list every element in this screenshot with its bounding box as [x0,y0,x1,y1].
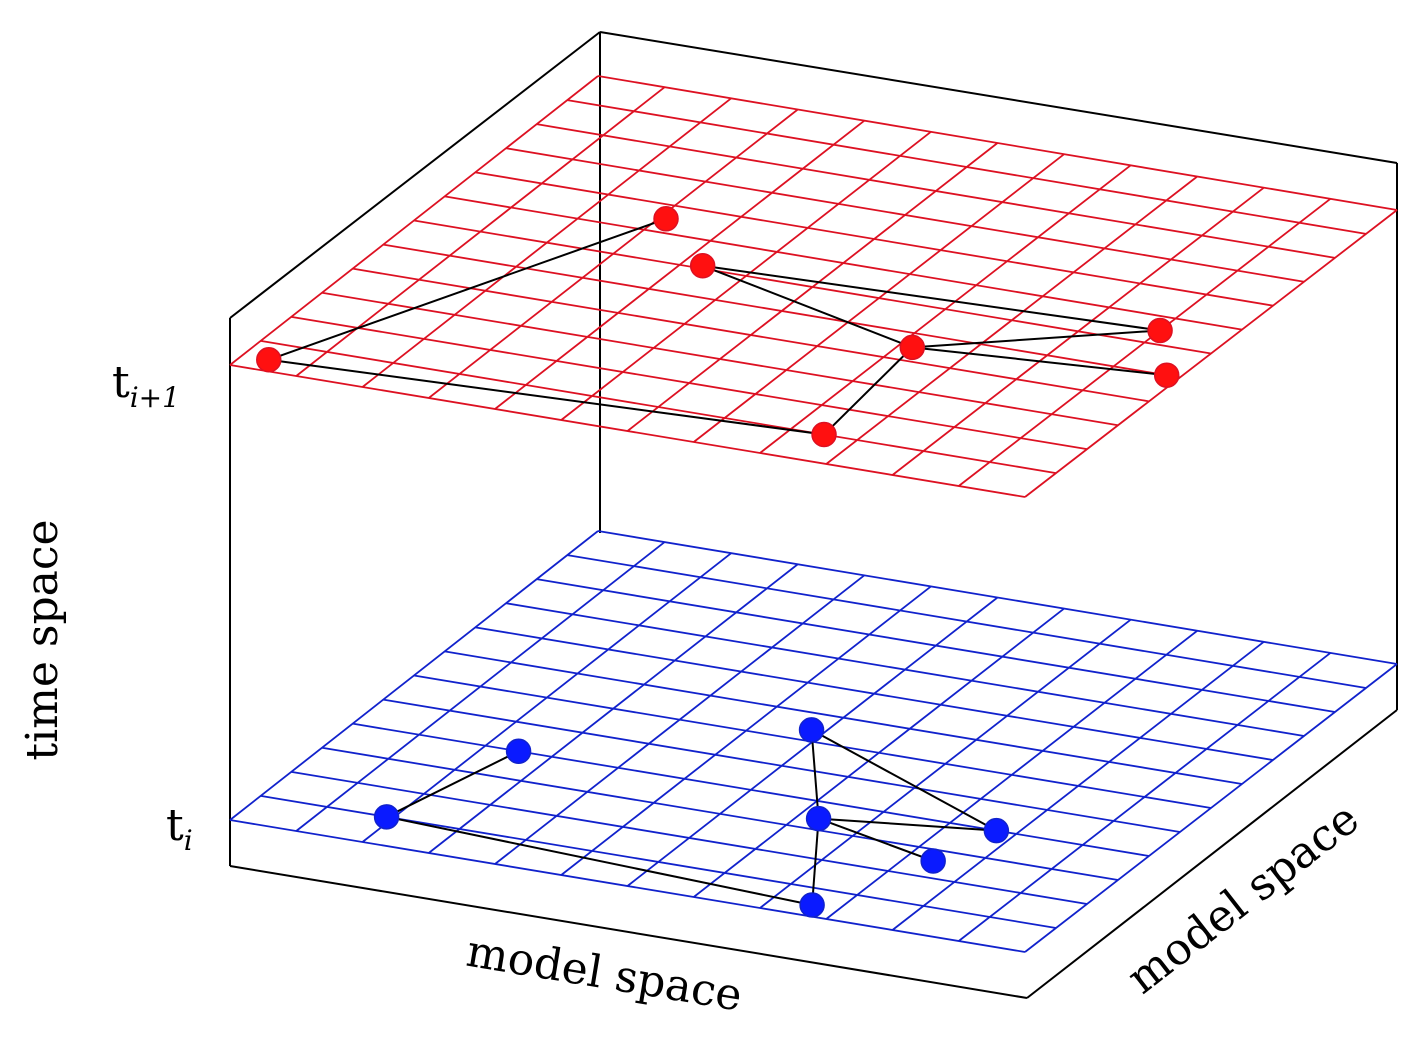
bottom-axis-label: model space [463,926,746,1022]
grid-line-u [693,607,1065,898]
upper-level-label-base: t [112,357,130,408]
node-point [899,334,926,361]
grid-line-u [1024,663,1398,953]
grid-line-v [567,554,1367,689]
node-point [1153,362,1180,388]
node-link [823,346,913,436]
vertical-axis-label: time space [17,519,68,760]
lower-level-label-sub: i [184,824,193,857]
grid-line-u [693,153,1065,443]
grid-line-u [891,186,1265,476]
layer-t-i-plus-1 [229,75,1398,498]
node-point [811,421,837,448]
grid-line-u [958,652,1331,942]
node-point [653,206,679,232]
grid-line-u [825,175,1198,465]
node-point [1147,317,1173,344]
node-link [912,346,1167,377]
grid-line-v [536,123,1336,259]
node-point [256,347,282,373]
grid-line-v [444,195,1243,331]
box-edge-bottom-front [229,865,1028,999]
node-link [811,818,820,906]
box-edge-top-back-left [229,31,601,319]
node-point [805,805,832,832]
grid-line-v [413,219,1212,355]
node-link [702,264,913,349]
node-point [798,717,825,743]
grid-line-v [475,171,1274,307]
node-link [912,329,1161,349]
lower-level-label-base: t [166,800,184,851]
box-edge-bottom-right [1026,709,1398,999]
node-link [702,264,1161,332]
grid-line-v [444,650,1243,785]
grid-line-v [597,530,1398,665]
bounding-box [229,31,1398,999]
box-edge-top-back-right [599,31,1398,164]
node-link [811,729,997,832]
grid-line-u [958,198,1331,487]
grid-line-v [475,626,1274,761]
node-point [983,817,1010,844]
node-link [268,217,667,361]
node-point [373,804,400,830]
upper-level-label-sub: i+1 [130,381,180,414]
node-point [799,892,825,918]
node-link [268,358,825,436]
node-link [386,750,520,818]
grid-line-v [597,75,1398,211]
node-point [505,738,532,764]
grid-line-v [505,147,1305,283]
grid-line-v [536,578,1336,713]
node-link [818,817,934,862]
grid-line-v [505,602,1305,737]
node-point [689,253,716,279]
layer-t-i [229,530,1398,953]
node-link [818,817,997,832]
upper-level-label: ti+1 [112,357,180,414]
node-point [920,848,946,874]
grid-line-u [1024,209,1398,498]
grid-line-v [567,99,1367,235]
node-link [386,815,813,906]
node-link [810,729,820,819]
lower-level-label: ti [166,800,193,857]
grid-line-u [891,641,1265,931]
grid-line-u [825,630,1198,920]
